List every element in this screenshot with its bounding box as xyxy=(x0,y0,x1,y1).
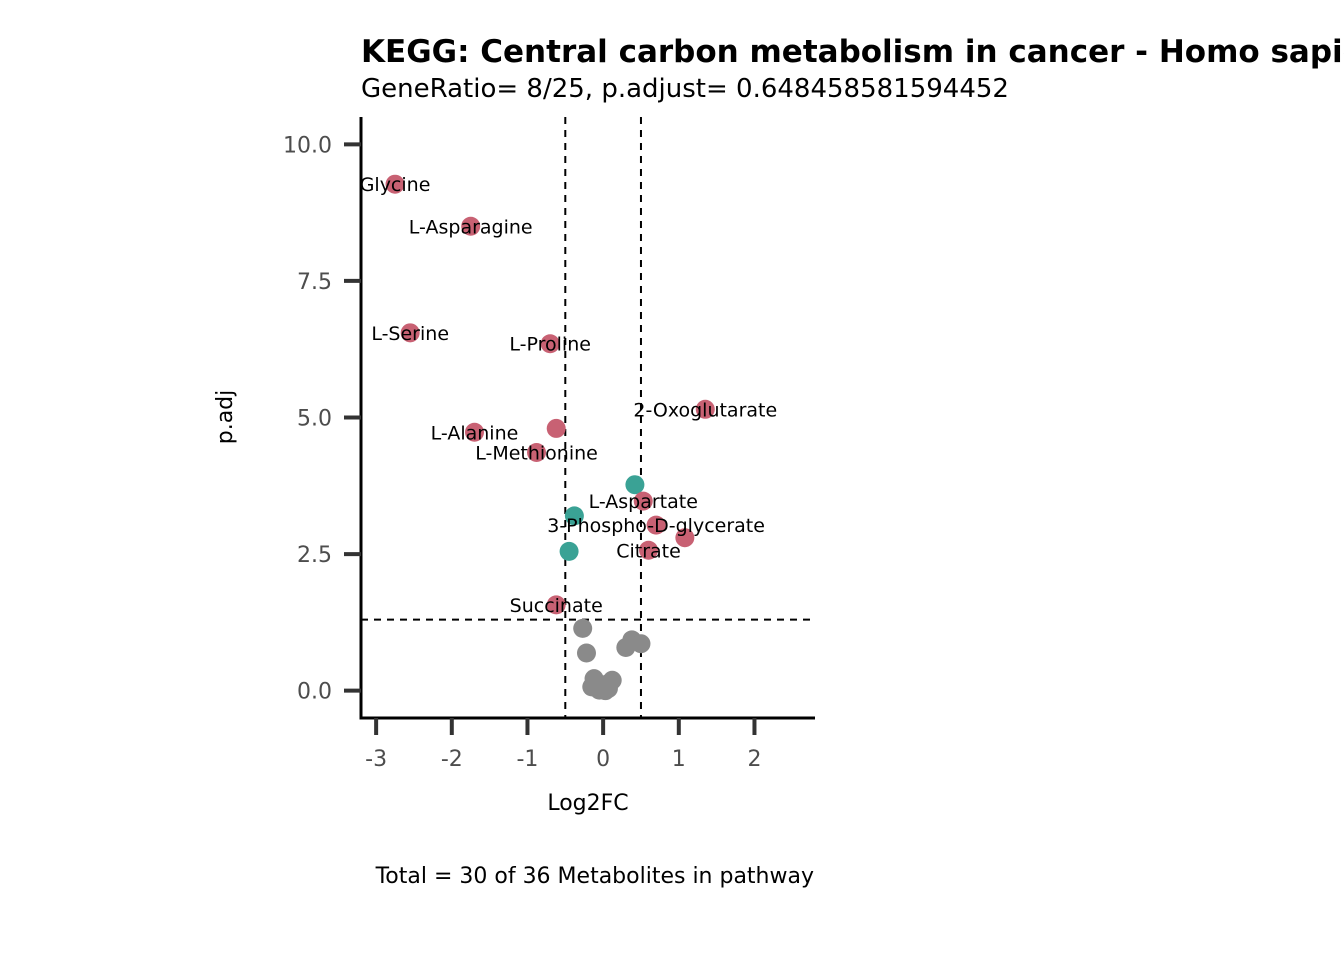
y-tick-label: 0.0 xyxy=(297,680,332,705)
data-points xyxy=(385,174,715,701)
data-point xyxy=(540,334,560,354)
data-point xyxy=(675,528,695,548)
y-axis-label: p.adj xyxy=(213,390,238,445)
data-point xyxy=(546,418,566,438)
point-label: Glycine xyxy=(360,174,431,196)
point-label: L-Alanine xyxy=(431,422,519,444)
data-point xyxy=(559,541,579,561)
x-axis-ticks: -3 -2 -1 0 1 2 xyxy=(365,718,761,772)
data-point xyxy=(639,540,659,560)
data-point xyxy=(587,678,607,698)
x-tick-label: -1 xyxy=(516,747,538,772)
x-tick-label: 1 xyxy=(672,747,686,772)
data-point xyxy=(646,515,666,535)
chart-title: KEGG: Central carbon metabolism in cance… xyxy=(361,34,1344,70)
data-point xyxy=(400,323,420,343)
point-label: Citrate xyxy=(616,540,681,562)
data-point xyxy=(576,643,596,663)
x-axis-label: Log2FC xyxy=(547,791,628,816)
x-tick-label: 2 xyxy=(747,747,761,772)
point-label: L-Serine xyxy=(371,323,449,345)
data-point xyxy=(465,422,484,442)
point-label: L-Proline xyxy=(509,334,591,356)
data-point xyxy=(631,634,651,654)
y-tick-label: 7.5 xyxy=(297,270,332,295)
y-axis-ticks: 0.0 2.5 5.0 7.5 10.0 xyxy=(283,133,361,705)
x-tick-label: -2 xyxy=(441,747,463,772)
chart-subtitle: GeneRatio= 8/25, p.adjust= 0.64845858159… xyxy=(361,74,1009,104)
data-point xyxy=(546,595,566,615)
data-point xyxy=(633,491,653,511)
point-label: L-Methionine xyxy=(475,442,598,464)
x-tick-label: 0 xyxy=(596,747,610,772)
y-tick-label: 5.0 xyxy=(297,407,332,432)
data-point xyxy=(625,475,645,495)
point-label: 2-Oxoglutarate xyxy=(633,399,777,421)
data-point xyxy=(461,216,481,236)
data-point xyxy=(573,618,593,638)
threshold-lines xyxy=(361,117,815,718)
data-point xyxy=(385,174,405,194)
chart-caption: Total = 30 of 36 Metabolites in pathway xyxy=(375,864,814,889)
data-point xyxy=(616,638,636,658)
data-point xyxy=(527,442,547,462)
point-label: L-Aspartate xyxy=(589,491,698,513)
point-label: 3-Phospho-D-glycerate xyxy=(547,515,765,537)
y-tick-label: 10.0 xyxy=(283,133,332,158)
data-point xyxy=(564,506,584,526)
point-label: L-Asparagine xyxy=(409,216,533,238)
data-point xyxy=(695,399,715,419)
y-tick-label: 2.5 xyxy=(297,543,332,568)
point-label: Succinate xyxy=(510,595,603,617)
point-labels: Glycine L-Asparagine L-Serine L-Proline 2-Ox… xyxy=(360,174,777,617)
x-tick-label: -3 xyxy=(365,747,387,772)
